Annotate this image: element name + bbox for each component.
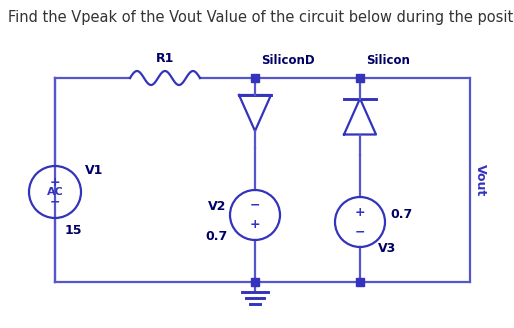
Text: +: + — [355, 206, 365, 218]
Text: +: + — [250, 218, 260, 232]
Text: Silicon: Silicon — [366, 53, 410, 67]
Text: −: − — [50, 195, 60, 209]
Text: Find the Vpeak of the Vout Value of the circuit below during the positive half c: Find the Vpeak of the Vout Value of the … — [8, 10, 514, 25]
Text: 0.7: 0.7 — [206, 231, 228, 243]
Text: 0.7: 0.7 — [390, 208, 412, 220]
Text: +: + — [50, 175, 60, 189]
Text: −: − — [355, 226, 365, 238]
Text: SiliconD: SiliconD — [261, 53, 315, 67]
Text: V1: V1 — [85, 163, 103, 176]
Text: AC: AC — [47, 187, 63, 197]
Text: Vout: Vout — [473, 164, 486, 196]
Text: −: − — [250, 198, 260, 212]
Text: V3: V3 — [378, 241, 396, 255]
Text: R1: R1 — [156, 52, 174, 65]
Text: 15: 15 — [65, 223, 83, 236]
Text: V2: V2 — [208, 200, 226, 214]
